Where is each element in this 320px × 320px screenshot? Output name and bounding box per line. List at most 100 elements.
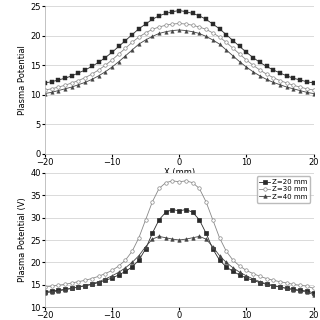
Z=30 mm xyxy=(211,218,215,222)
Z=40 mm xyxy=(70,286,74,290)
Z=20 mm xyxy=(130,265,134,269)
Z=40 mm xyxy=(124,266,127,270)
Z=30 mm xyxy=(130,249,134,253)
Z=40 mm xyxy=(278,285,282,289)
Z=20 mm xyxy=(150,231,154,235)
Z=20 mm xyxy=(90,283,94,286)
Z=40 mm xyxy=(117,270,121,274)
Z=40 mm xyxy=(258,280,262,284)
Z=30 mm xyxy=(171,179,174,183)
Z=30 mm xyxy=(191,181,195,185)
Z=40 mm xyxy=(110,274,114,278)
Line: Z=30 mm: Z=30 mm xyxy=(43,179,315,290)
Z=20 mm xyxy=(231,269,235,273)
Z=20 mm xyxy=(83,284,87,288)
Z=30 mm xyxy=(83,278,87,282)
Z=30 mm xyxy=(298,283,302,287)
Z=30 mm xyxy=(70,281,74,285)
Z=30 mm xyxy=(292,283,295,286)
Z=40 mm xyxy=(164,236,168,240)
Z=40 mm xyxy=(103,277,107,281)
Z=40 mm xyxy=(43,291,47,295)
Z=20 mm xyxy=(43,290,47,293)
Z=40 mm xyxy=(56,289,60,293)
Z=40 mm xyxy=(137,254,141,258)
Z=40 mm xyxy=(271,284,275,288)
Z=20 mm xyxy=(244,276,248,280)
Z=30 mm xyxy=(76,280,80,284)
Z=30 mm xyxy=(278,280,282,284)
Z=20 mm xyxy=(103,278,107,282)
Z=40 mm xyxy=(150,237,154,241)
Z=20 mm xyxy=(97,281,100,284)
Text: (a): (a) xyxy=(173,186,185,195)
Z=30 mm xyxy=(218,236,221,240)
Z=30 mm xyxy=(271,278,275,282)
Z=20 mm xyxy=(278,285,282,289)
Z=40 mm xyxy=(218,254,221,258)
Z=40 mm xyxy=(292,288,295,292)
Z=40 mm xyxy=(204,237,208,241)
Z=30 mm xyxy=(197,187,201,190)
Z=20 mm xyxy=(144,247,148,251)
Z=20 mm xyxy=(157,218,161,222)
Z=20 mm xyxy=(285,286,289,290)
X-axis label: X (mm): X (mm) xyxy=(164,168,195,177)
Z=30 mm xyxy=(312,286,316,290)
Z=20 mm xyxy=(218,258,221,262)
Z=20 mm xyxy=(124,269,127,273)
Z=30 mm xyxy=(150,200,154,204)
Z=40 mm xyxy=(83,284,87,288)
Z=20 mm xyxy=(63,287,67,291)
Z=40 mm xyxy=(251,277,255,281)
Z=20 mm xyxy=(211,247,215,251)
Z=20 mm xyxy=(117,273,121,277)
Z=20 mm xyxy=(137,258,141,262)
Z=20 mm xyxy=(224,265,228,269)
Z=40 mm xyxy=(312,293,316,297)
Z=30 mm xyxy=(164,181,168,185)
Line: Z=20 mm: Z=20 mm xyxy=(43,208,315,295)
Z=30 mm xyxy=(224,249,228,253)
Z=40 mm xyxy=(63,288,67,292)
Z=40 mm xyxy=(224,260,228,264)
Z=30 mm xyxy=(231,258,235,262)
Z=30 mm xyxy=(56,283,60,287)
Z=30 mm xyxy=(117,264,121,268)
Z=30 mm xyxy=(204,200,208,204)
Z=30 mm xyxy=(285,281,289,285)
Z=40 mm xyxy=(171,237,174,241)
Line: Z=40 mm: Z=40 mm xyxy=(43,235,315,296)
Z=30 mm xyxy=(124,258,127,262)
Z=20 mm xyxy=(258,281,262,284)
Z=20 mm xyxy=(50,289,53,293)
Z=20 mm xyxy=(177,209,181,213)
Z=40 mm xyxy=(177,238,181,242)
Z=20 mm xyxy=(56,288,60,292)
Z=40 mm xyxy=(238,270,242,274)
Z=20 mm xyxy=(171,208,174,212)
Z=20 mm xyxy=(251,278,255,282)
Z=30 mm xyxy=(144,218,148,222)
Z=20 mm xyxy=(305,289,309,293)
Z=30 mm xyxy=(177,180,181,184)
Legend: Z=20 mm, Z=30 mm, Z=40 mm: Z=20 mm, Z=30 mm, Z=40 mm xyxy=(257,176,310,203)
Z=20 mm xyxy=(184,208,188,212)
Z=40 mm xyxy=(197,235,201,238)
Z=40 mm xyxy=(144,245,148,249)
Z=20 mm xyxy=(204,231,208,235)
Z=30 mm xyxy=(244,268,248,272)
Z=40 mm xyxy=(265,282,268,286)
Z=30 mm xyxy=(97,274,100,278)
Z=40 mm xyxy=(50,290,53,294)
Z=20 mm xyxy=(70,286,74,290)
Z=30 mm xyxy=(265,276,268,280)
Z=30 mm xyxy=(103,272,107,276)
Z=30 mm xyxy=(184,179,188,183)
Z=20 mm xyxy=(292,287,295,291)
Z=20 mm xyxy=(76,285,80,289)
Z=30 mm xyxy=(258,274,262,278)
Z=40 mm xyxy=(130,260,134,264)
Z=40 mm xyxy=(191,236,195,240)
Z=40 mm xyxy=(298,289,302,293)
